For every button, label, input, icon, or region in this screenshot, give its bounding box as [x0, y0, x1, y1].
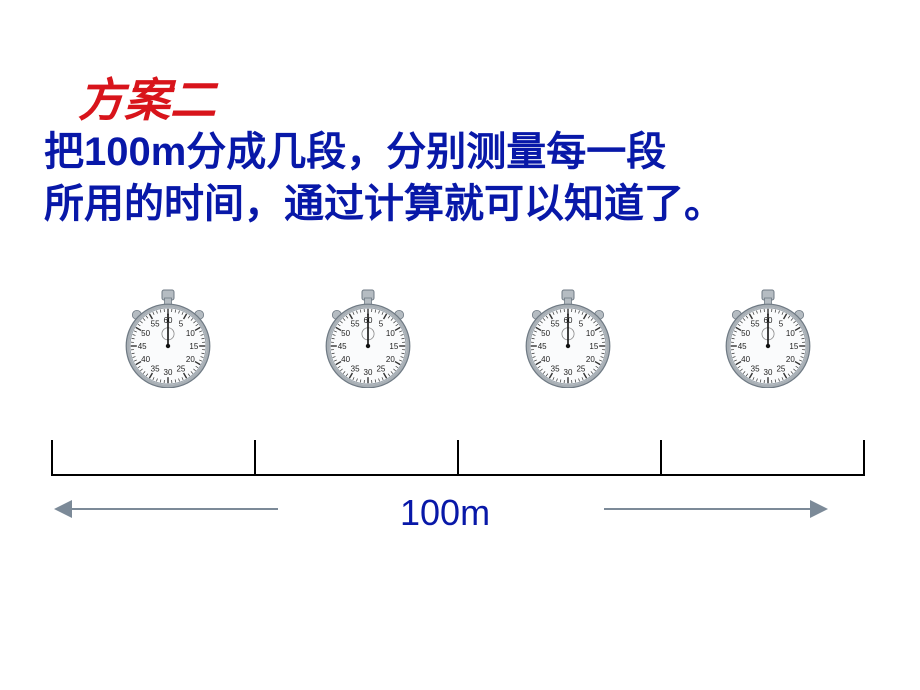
- svg-text:10: 10: [386, 329, 395, 338]
- ruler-tick: [254, 440, 256, 476]
- ruler-tick: [660, 440, 662, 476]
- stopwatch-icon: 60510152025303540455055: [718, 288, 818, 388]
- svg-text:25: 25: [776, 364, 785, 373]
- svg-text:40: 40: [141, 355, 150, 364]
- arrow-left-icon: [54, 500, 278, 523]
- svg-text:5: 5: [379, 320, 384, 329]
- svg-text:55: 55: [751, 320, 760, 329]
- svg-text:45: 45: [738, 342, 747, 351]
- stopwatch-icon: 60510152025303540455055: [118, 288, 218, 388]
- svg-text:30: 30: [164, 368, 173, 377]
- svg-text:5: 5: [579, 320, 584, 329]
- svg-text:35: 35: [351, 364, 360, 373]
- svg-text:15: 15: [389, 342, 398, 351]
- svg-text:40: 40: [541, 355, 550, 364]
- svg-text:50: 50: [141, 329, 150, 338]
- svg-text:15: 15: [189, 342, 198, 351]
- svg-text:25: 25: [176, 364, 185, 373]
- svg-text:35: 35: [551, 364, 560, 373]
- svg-text:5: 5: [179, 320, 184, 329]
- stopwatch-icon: 60510152025303540455055: [518, 288, 618, 388]
- svg-text:20: 20: [586, 355, 595, 364]
- svg-text:45: 45: [338, 342, 347, 351]
- svg-text:20: 20: [186, 355, 195, 364]
- ruler-tick: [457, 440, 459, 476]
- svg-text:25: 25: [376, 364, 385, 373]
- svg-text:55: 55: [351, 320, 360, 329]
- svg-text:50: 50: [741, 329, 750, 338]
- svg-text:15: 15: [789, 342, 798, 351]
- svg-text:35: 35: [751, 364, 760, 373]
- svg-text:20: 20: [786, 355, 795, 364]
- plan-title: 方案二: [78, 64, 216, 130]
- svg-text:35: 35: [151, 364, 160, 373]
- svg-text:25: 25: [576, 364, 585, 373]
- svg-text:10: 10: [586, 329, 595, 338]
- stopwatch-icon: 60510152025303540455055: [318, 288, 418, 388]
- ruler-tick: [863, 440, 865, 476]
- description-line-1: 把100m分成几段，分别测量每一段: [44, 126, 724, 178]
- svg-text:55: 55: [551, 320, 560, 329]
- ruler-tick: [51, 440, 53, 476]
- svg-text:30: 30: [564, 368, 573, 377]
- svg-text:40: 40: [741, 355, 750, 364]
- svg-text:55: 55: [151, 320, 160, 329]
- svg-text:30: 30: [764, 368, 773, 377]
- svg-text:50: 50: [341, 329, 350, 338]
- distance-label: 100m: [400, 492, 490, 534]
- arrow-right-icon: [604, 500, 828, 523]
- svg-text:10: 10: [786, 329, 795, 338]
- svg-text:45: 45: [138, 342, 147, 351]
- svg-text:30: 30: [364, 368, 373, 377]
- svg-text:15: 15: [589, 342, 598, 351]
- svg-text:5: 5: [779, 320, 784, 329]
- distance-ruler: [52, 440, 864, 476]
- svg-text:10: 10: [186, 329, 195, 338]
- svg-text:20: 20: [386, 355, 395, 364]
- svg-text:40: 40: [341, 355, 350, 364]
- description-line-2: 所用的时间，通过计算就可以知道了。: [44, 178, 724, 230]
- svg-text:45: 45: [538, 342, 547, 351]
- plan-description: 把100m分成几段，分别测量每一段 所用的时间，通过计算就可以知道了。: [44, 126, 724, 230]
- svg-text:50: 50: [541, 329, 550, 338]
